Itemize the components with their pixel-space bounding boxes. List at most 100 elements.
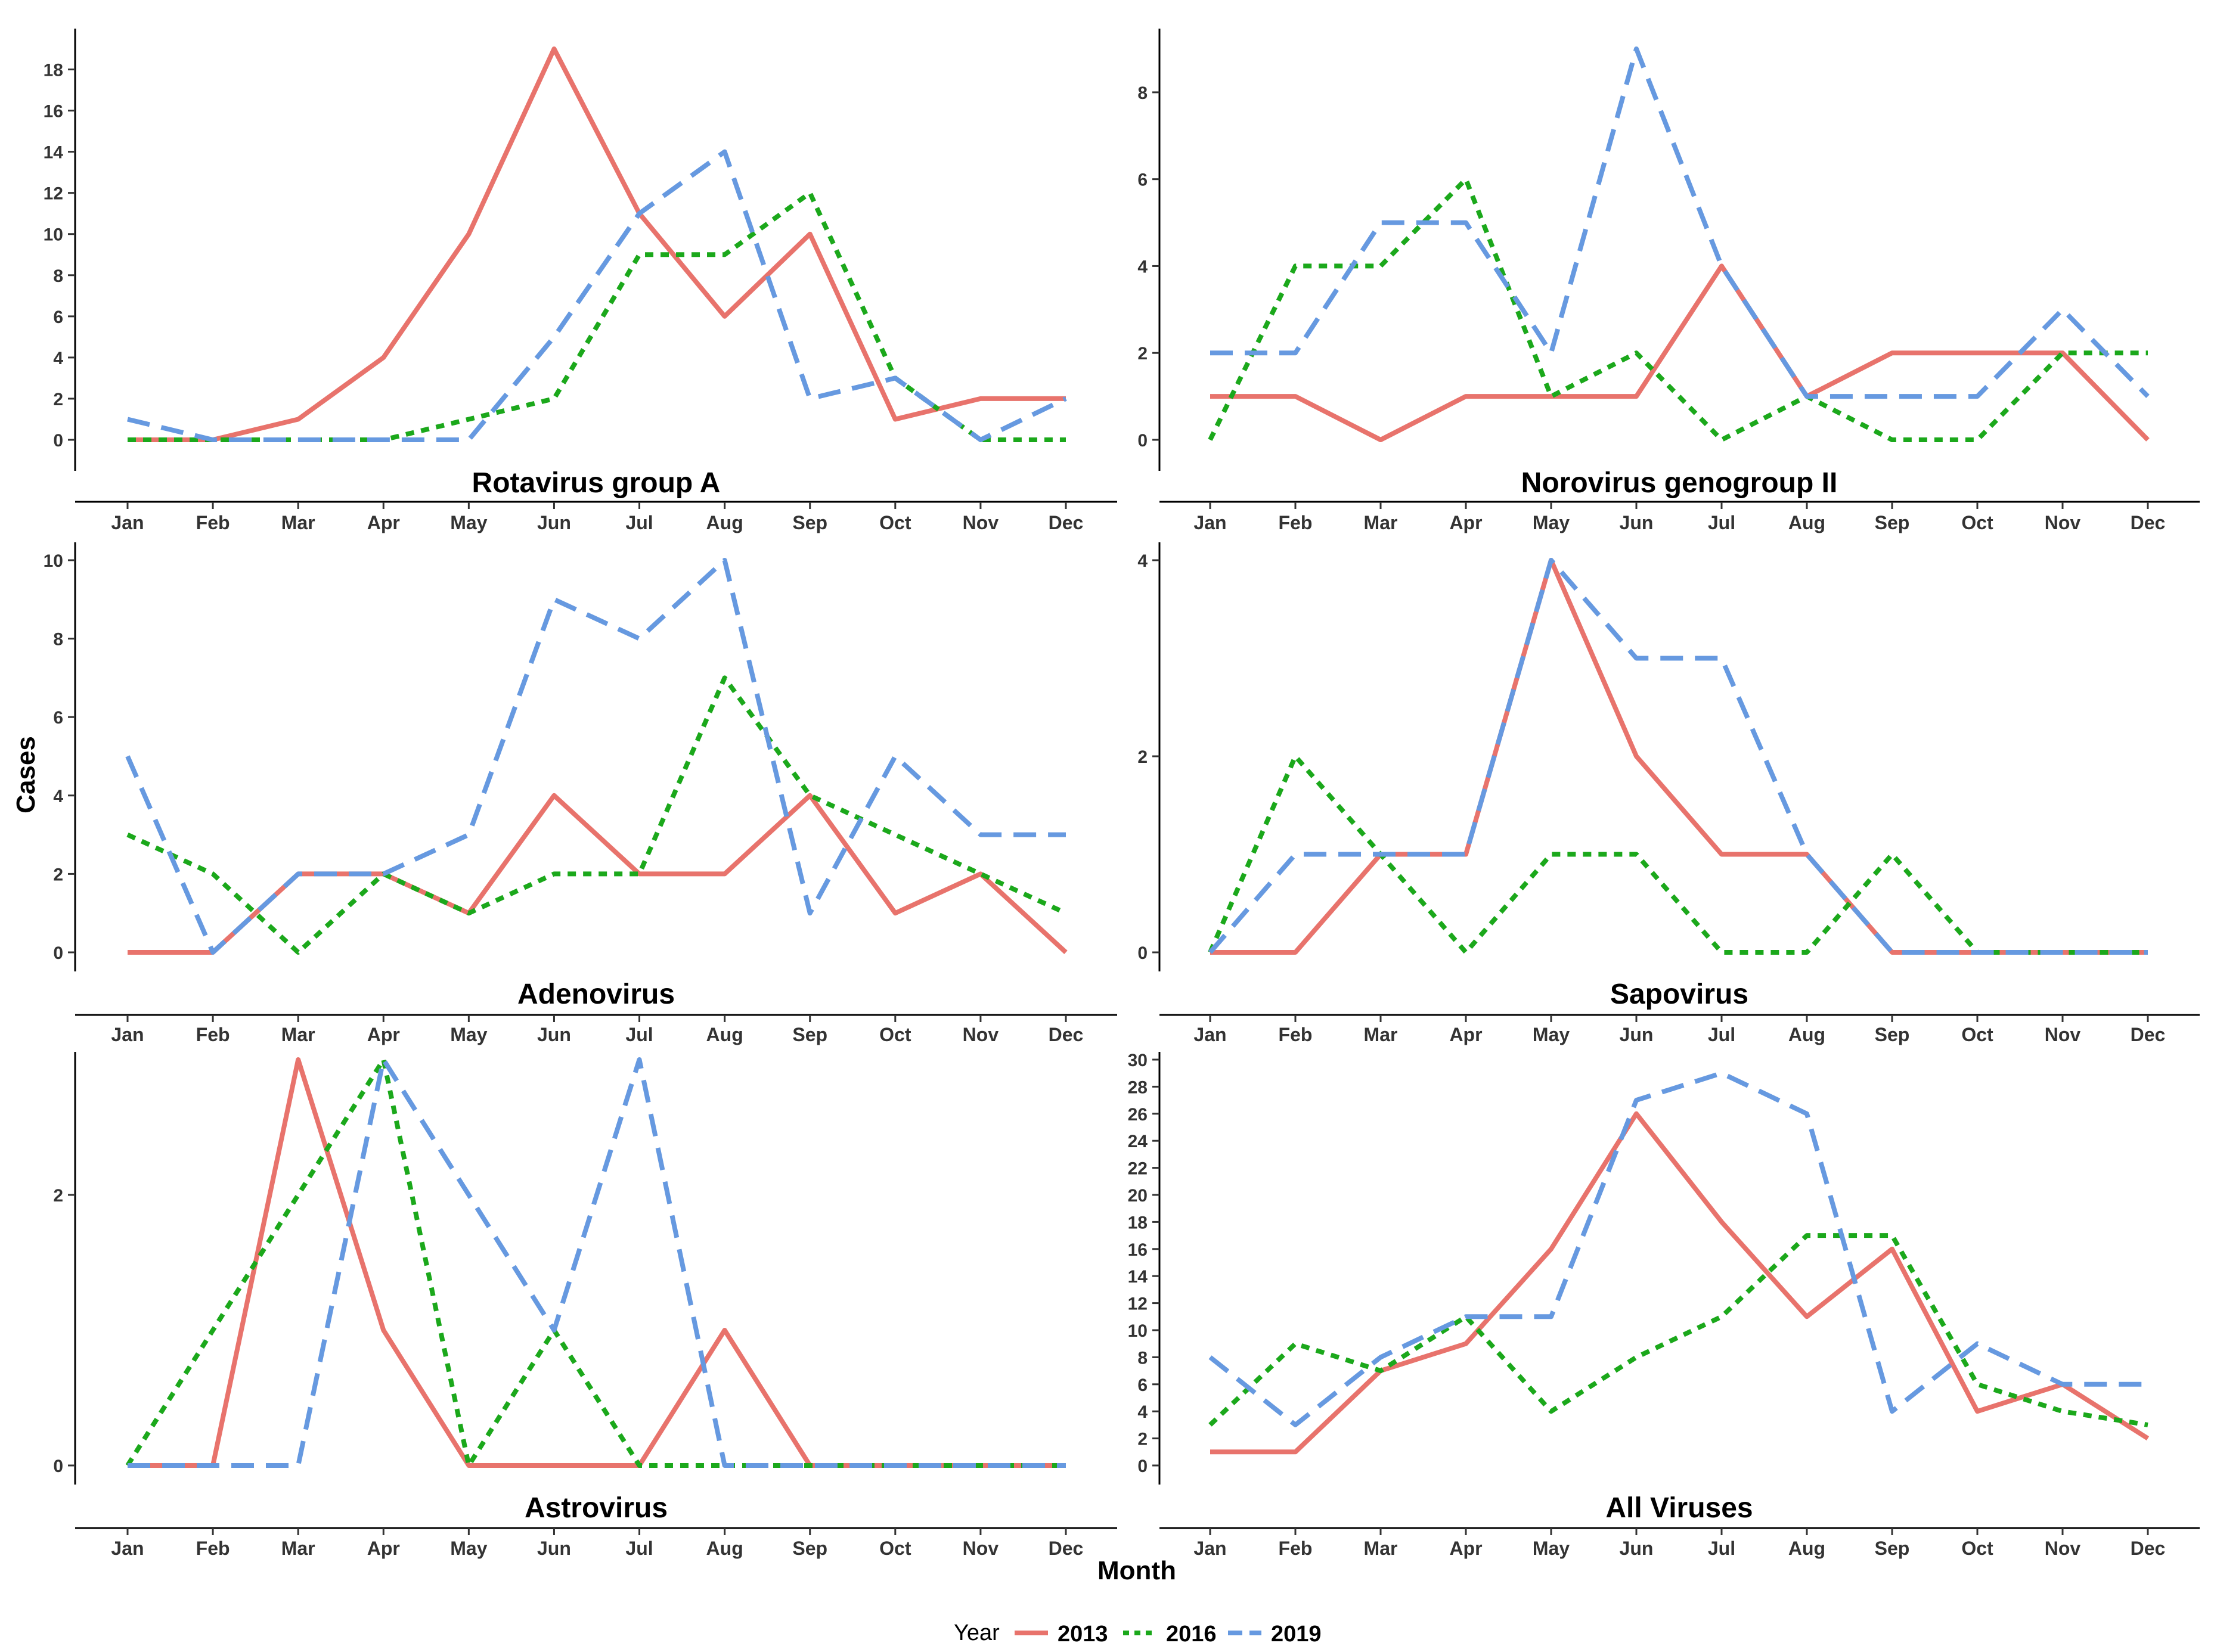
y-tick-label: 2 [1137, 344, 1148, 364]
x-tick-label: Sep [792, 512, 827, 533]
x-tick-label: Dec [1049, 1538, 1084, 1559]
series-line-2013 [1210, 558, 2148, 955]
legend-label-2013: 2013 [1058, 1622, 1108, 1647]
y-tick-label: 16 [44, 102, 63, 122]
y-tick-label: 6 [53, 708, 63, 728]
series-line-2016 [128, 190, 1066, 442]
x-tick-label: Nov [2045, 512, 2081, 533]
x-tick-label: Nov [963, 1024, 999, 1045]
panel-title: Norovirus genogroup II [1521, 467, 1838, 499]
legend: Year 2013 2016 2019 [954, 1620, 1322, 1647]
panel-1: 0 2 4 6 8 Jan Feb Mar Apr May Jun Jul Aug Sep Oct Nov De… [1137, 29, 2200, 533]
x-tick-label: Oct [1961, 512, 1993, 533]
series-line-2013 [128, 1057, 1066, 1468]
y-tick-label: 4 [1137, 1402, 1148, 1422]
series-line-2016 [125, 1057, 1066, 1468]
y-axis-title: Cases [11, 736, 41, 813]
x-tick-label: Feb [196, 512, 230, 533]
y-tick-label: 10 [44, 551, 63, 571]
legend-label-2019: 2019 [1271, 1622, 1322, 1647]
y-tick-label: 12 [44, 184, 63, 204]
legend-label-2016: 2016 [1166, 1622, 1217, 1647]
panel-3: 0 2 4 Jan Feb Mar Apr May Jun Jul Aug Sep Oct Nov Dec S… [1137, 542, 2200, 1045]
y-tick-label: 6 [53, 308, 63, 327]
x-tick-label: Oct [1961, 1538, 1993, 1559]
y-tick-label: 14 [44, 143, 64, 163]
x-tick-label: Jun [537, 1538, 571, 1559]
y-tick-label: 8 [1137, 83, 1148, 103]
y-tick-label: 2 [53, 865, 63, 884]
y-tick-label: 8 [53, 630, 63, 650]
x-tick-label: Apr [1449, 1024, 1482, 1045]
series-line-2019 [1210, 46, 2150, 399]
x-tick-label: Apr [367, 512, 400, 533]
x-tick-label: May [450, 512, 487, 533]
panel-title: Astrovirus [525, 1492, 668, 1524]
x-tick-label: Aug [706, 1024, 743, 1045]
y-tick-label: 2 [53, 390, 63, 409]
x-tick-label: May [450, 1538, 487, 1559]
x-tick-label: May [1533, 1024, 1570, 1045]
x-tick-label: Jul [1708, 1024, 1735, 1045]
x-tick-label: Oct [879, 512, 911, 533]
x-tick-label: Jan [1193, 1538, 1226, 1559]
series-line-2013 [1210, 1111, 2150, 1455]
x-tick-label: Aug [1788, 1024, 1825, 1045]
x-tick-label: May [1533, 512, 1570, 533]
series-line-2019 [125, 558, 1066, 955]
y-tick-label: 12 [1128, 1294, 1148, 1314]
panel-4: 0 2 Jan Feb Mar Apr May Jun Jul Aug Sep Oct Nov Dec As… [53, 1052, 1117, 1559]
x-tick-label: Mar [281, 1024, 315, 1045]
x-tick-label: Nov [2045, 1024, 2081, 1045]
x-tick-label: Jun [537, 1024, 571, 1045]
x-tick-label: Jan [1193, 512, 1226, 533]
x-tick-label: Feb [1279, 1024, 1313, 1045]
y-tick-label: 6 [1137, 1375, 1148, 1395]
x-tick-label: Aug [706, 1538, 743, 1559]
x-tick-label: Apr [367, 1538, 400, 1559]
series-line-2013 [128, 46, 1066, 442]
x-tick-label: Jun [537, 512, 571, 533]
x-tick-label: Feb [196, 1538, 230, 1559]
y-tick-label: 0 [53, 943, 63, 963]
x-tick-label: Jun [1620, 1538, 1654, 1559]
x-tick-label: Oct [1961, 1024, 1993, 1045]
y-tick-label: 30 [1128, 1051, 1148, 1070]
x-tick-label: Dec [1049, 1024, 1084, 1045]
panel-title: Rotavirus group A [472, 467, 721, 499]
y-tick-label: 4 [1137, 551, 1148, 571]
y-tick-label: 20 [1128, 1186, 1148, 1206]
y-tick-label: 28 [1128, 1077, 1148, 1097]
x-tick-label: Oct [879, 1024, 911, 1045]
panel-title: Adenovirus [517, 979, 675, 1010]
y-tick-label: 10 [44, 225, 63, 245]
y-tick-label: 22 [1128, 1159, 1148, 1179]
y-tick-label: 4 [53, 349, 63, 368]
x-tick-label: Feb [196, 1024, 230, 1045]
x-tick-label: Apr [1449, 1538, 1482, 1559]
x-tick-label: Jun [1620, 512, 1654, 533]
x-tick-label: Sep [792, 1538, 827, 1559]
x-tick-label: Apr [367, 1024, 400, 1045]
x-tick-label: Jul [625, 1538, 653, 1559]
y-tick-label: 14 [1128, 1267, 1148, 1287]
x-tick-label: Mar [1364, 512, 1398, 533]
panel-title: Sapovirus [1610, 979, 1748, 1010]
y-tick-label: 0 [1137, 1457, 1148, 1476]
x-tick-label: Aug [706, 512, 743, 533]
x-tick-label: Aug [1788, 1538, 1825, 1559]
y-tick-label: 6 [1137, 170, 1148, 190]
x-tick-label: Jan [1193, 1024, 1226, 1045]
series-line-2019 [1208, 1070, 2148, 1427]
x-tick-label: Dec [2131, 512, 2166, 533]
x-tick-label: Mar [281, 512, 315, 533]
x-tick-label: Mar [1364, 1538, 1398, 1559]
x-tick-label: Aug [1788, 512, 1825, 533]
x-tick-label: Jun [1620, 1024, 1654, 1045]
x-tick-label: Jan [111, 1538, 144, 1559]
x-tick-label: May [1533, 1538, 1570, 1559]
series-line-2019 [127, 149, 1067, 442]
